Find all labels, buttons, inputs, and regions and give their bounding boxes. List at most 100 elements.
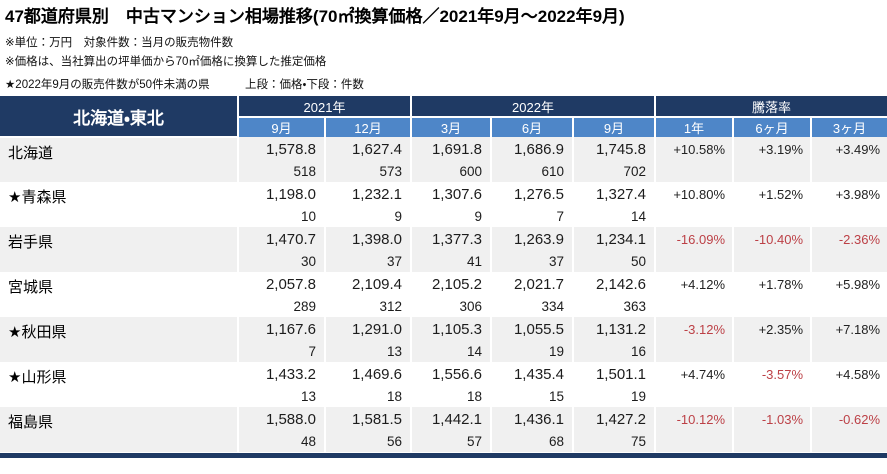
count-cell: 7 bbox=[237, 341, 325, 362]
prefecture-name: ★青森県 bbox=[0, 182, 238, 227]
rate-cell: -2.36% bbox=[810, 227, 887, 272]
count-cell: 312 bbox=[323, 296, 412, 317]
price-cell: 1,307.6 bbox=[410, 182, 492, 206]
count-cell: 57 bbox=[410, 431, 492, 452]
count-cell: 14 bbox=[572, 206, 656, 227]
year-header-row: 北海道・東北 2021年 2022年 騰落率 bbox=[0, 96, 887, 138]
rate-cell: +1.52% bbox=[732, 182, 812, 227]
period-header: 6ヶ月 bbox=[732, 117, 812, 137]
count-cell: 289 bbox=[237, 296, 325, 317]
price-cell: 2,142.6 bbox=[572, 272, 656, 296]
prefecture-count-row: 7 13 14 19 16 bbox=[0, 341, 887, 362]
count-cell: 37 bbox=[323, 251, 412, 272]
price-cell: 2,105.2 bbox=[410, 272, 492, 296]
rate-cell: -10.12% bbox=[654, 407, 734, 452]
rate-cell: -3.57% bbox=[732, 362, 812, 407]
price-cell: 1,436.1 bbox=[490, 407, 574, 431]
period-header: 9月 bbox=[572, 117, 656, 137]
prefecture-count-row: 13 18 18 15 19 bbox=[0, 386, 887, 407]
next-section-header-bar bbox=[0, 453, 887, 458]
period-header: 9月 bbox=[237, 117, 325, 137]
count-cell: 18 bbox=[323, 386, 412, 407]
price-cell: 1,686.9 bbox=[490, 137, 574, 161]
price-cell: 1,433.2 bbox=[237, 362, 325, 386]
period-header: 3月 bbox=[410, 117, 492, 137]
prefecture-count-row: 48 56 57 68 75 bbox=[0, 431, 887, 452]
count-cell: 18 bbox=[410, 386, 492, 407]
price-cell: 2,021.7 bbox=[490, 272, 574, 296]
price-cell: 1,398.0 bbox=[323, 227, 412, 251]
period-header: 12月 bbox=[323, 117, 412, 137]
price-cell: 1,263.9 bbox=[490, 227, 574, 251]
prefecture-count-row: 30 37 41 37 50 bbox=[0, 251, 887, 272]
count-cell: 19 bbox=[490, 341, 574, 362]
rate-cell: +4.74% bbox=[654, 362, 734, 407]
count-cell: 50 bbox=[572, 251, 656, 272]
prefecture-count-row: 10 9 9 7 14 bbox=[0, 206, 887, 227]
count-cell: 10 bbox=[237, 206, 325, 227]
count-cell: 41 bbox=[410, 251, 492, 272]
rate-cell: +3.49% bbox=[810, 137, 887, 182]
prefecture-name: 北海道 bbox=[0, 137, 238, 182]
note-star-threshold: ★2022年9月の販売件数が50件未満の県 bbox=[5, 78, 210, 91]
count-cell: 48 bbox=[237, 431, 325, 452]
count-cell: 19 bbox=[572, 386, 656, 407]
rate-cell: +1.78% bbox=[732, 272, 812, 317]
prefecture-price-row: ★青森県 1,198.0 1,232.1 1,307.6 1,276.5 1,327.4 +… bbox=[0, 182, 887, 227]
price-cell: 1,291.0 bbox=[323, 317, 412, 341]
count-cell: 7 bbox=[490, 206, 574, 227]
change-rate-header: 騰落率 bbox=[654, 96, 887, 118]
rate-cell: -0.62% bbox=[810, 407, 887, 452]
count-cell: 16 bbox=[572, 341, 656, 362]
price-cell: 1,276.5 bbox=[490, 182, 574, 206]
note-unit: ※単位：万円 対象件数：当月の販売物件数 bbox=[5, 36, 234, 49]
period-header: 1年 bbox=[654, 117, 734, 137]
rate-cell: +4.12% bbox=[654, 272, 734, 317]
count-cell: 573 bbox=[323, 161, 412, 182]
price-cell: 1,377.3 bbox=[410, 227, 492, 251]
count-cell: 15 bbox=[490, 386, 574, 407]
rate-cell: -1.03% bbox=[732, 407, 812, 452]
count-cell: 363 bbox=[572, 296, 656, 317]
price-cell: 1,105.3 bbox=[410, 317, 492, 341]
count-cell: 334 bbox=[490, 296, 574, 317]
period-header-row: 9月 12月 3月 6月 9月 1年 6ヶ月 3ヶ月 bbox=[0, 117, 887, 137]
price-cell: 2,109.4 bbox=[323, 272, 412, 296]
prefecture-price-row: ★秋田県 1,167.6 1,291.0 1,105.3 1,055.5 1,131.2-… bbox=[0, 317, 887, 362]
rate-cell: +5.98% bbox=[810, 272, 887, 317]
count-cell: 13 bbox=[323, 341, 412, 362]
prefecture-count-row: 518 573 600 610 702 bbox=[0, 161, 887, 182]
count-cell: 610 bbox=[490, 161, 574, 182]
page-title: 47都道府県別 中古マンション相場推移(70㎡換算価格／2021年9月～2022… bbox=[5, 7, 625, 26]
price-cell: 2,057.8 bbox=[237, 272, 325, 296]
price-cell: 1,167.6 bbox=[237, 317, 325, 341]
rate-cell: +2.35% bbox=[732, 317, 812, 362]
price-cell: 1,470.7 bbox=[237, 227, 325, 251]
prefecture-name: 宮城県 bbox=[0, 272, 238, 317]
rate-cell: -3.12% bbox=[654, 317, 734, 362]
prefecture-count-row: 289 312 306 334 363 bbox=[0, 296, 887, 317]
price-cell: 1,131.2 bbox=[572, 317, 656, 341]
price-cell: 1,556.6 bbox=[410, 362, 492, 386]
price-cell: 1,578.8 bbox=[237, 137, 325, 161]
table-body: 北海道 1,578.8 1,627.4 1,691.8 1,686.9 1,745.8 +1… bbox=[0, 137, 887, 452]
report-header: 47都道府県別 中古マンション相場推移(70㎡換算価格／2021年9月～2022… bbox=[0, 0, 887, 96]
count-cell: 75 bbox=[572, 431, 656, 452]
price-cell: 1,745.8 bbox=[572, 137, 656, 161]
prefecture-name: ★山形県 bbox=[0, 362, 238, 407]
price-cell: 1,327.4 bbox=[572, 182, 656, 206]
prefecture-price-row: ★山形県 1,433.2 1,469.6 1,556.6 1,435.4 1,501.1 +… bbox=[0, 362, 887, 407]
rate-cell: +10.58% bbox=[654, 137, 734, 182]
count-cell: 600 bbox=[410, 161, 492, 182]
prefecture-price-row: 福島県 1,588.0 1,581.5 1,442.1 1,436.1 1,427.2 -1… bbox=[0, 407, 887, 452]
price-cell: 1,055.5 bbox=[490, 317, 574, 341]
year-2021-header: 2021年 bbox=[236, 96, 412, 118]
prefecture-price-row: 宮城県 2,057.8 2,109.4 2,105.2 2,021.7 2,142.6 +4… bbox=[0, 272, 887, 317]
count-cell: 9 bbox=[323, 206, 412, 227]
count-cell: 9 bbox=[410, 206, 492, 227]
region-header: 北海道・東北 bbox=[0, 96, 238, 138]
count-cell: 68 bbox=[490, 431, 574, 452]
price-cell: 1,588.0 bbox=[237, 407, 325, 431]
price-cell: 1,581.5 bbox=[323, 407, 412, 431]
